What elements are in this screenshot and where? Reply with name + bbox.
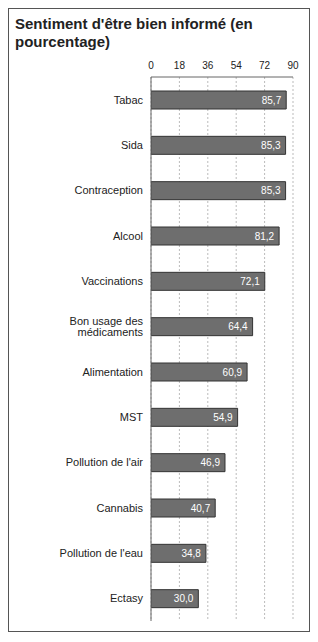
svg-text:Tabac: Tabac bbox=[114, 94, 144, 106]
svg-text:72,1: 72,1 bbox=[240, 276, 260, 287]
svg-text:Cannabis: Cannabis bbox=[97, 502, 144, 514]
svg-text:81,2: 81,2 bbox=[255, 231, 275, 242]
html-text:Sentiment d'être bien informé: Sentiment d'être bien informé (en pource… bbox=[15, 15, 253, 50]
svg-text:40,7: 40,7 bbox=[191, 503, 211, 514]
svg-text:60,9: 60,9 bbox=[223, 367, 243, 378]
svg-text:34,8: 34,8 bbox=[181, 548, 201, 559]
svg-text:Ectasy: Ectasy bbox=[110, 592, 144, 604]
svg-text:85,3: 85,3 bbox=[261, 185, 281, 196]
svg-text:18: 18 bbox=[174, 60, 186, 71]
svg-text:72: 72 bbox=[259, 60, 271, 71]
svg-text:85,3: 85,3 bbox=[261, 140, 281, 151]
svg-text:Vaccinations: Vaccinations bbox=[81, 275, 143, 287]
svg-text:85,7: 85,7 bbox=[262, 95, 282, 106]
svg-text:54,9: 54,9 bbox=[213, 412, 233, 423]
svg-text:MST: MST bbox=[120, 411, 144, 423]
svg-text:Pollution de l'eau: Pollution de l'eau bbox=[60, 547, 143, 559]
svg-text:Contraception: Contraception bbox=[75, 184, 144, 196]
svg-text:54: 54 bbox=[231, 60, 243, 71]
svg-text:Pollution de l'air: Pollution de l'air bbox=[66, 456, 144, 468]
svg-text:90: 90 bbox=[287, 60, 299, 71]
svg-text:Alimentation: Alimentation bbox=[82, 366, 143, 378]
svg-text:64,4: 64,4 bbox=[228, 321, 248, 332]
svg-text:Alcool: Alcool bbox=[113, 230, 143, 242]
svg-text:36: 36 bbox=[202, 60, 214, 71]
svg-text:Bon usage desmédicaments: Bon usage desmédicaments bbox=[70, 315, 144, 338]
svg-text:Sida: Sida bbox=[121, 139, 144, 151]
svg-text:30,0: 30,0 bbox=[174, 593, 194, 604]
svg-text:0: 0 bbox=[148, 60, 154, 71]
svg-text:46,9: 46,9 bbox=[201, 457, 221, 468]
